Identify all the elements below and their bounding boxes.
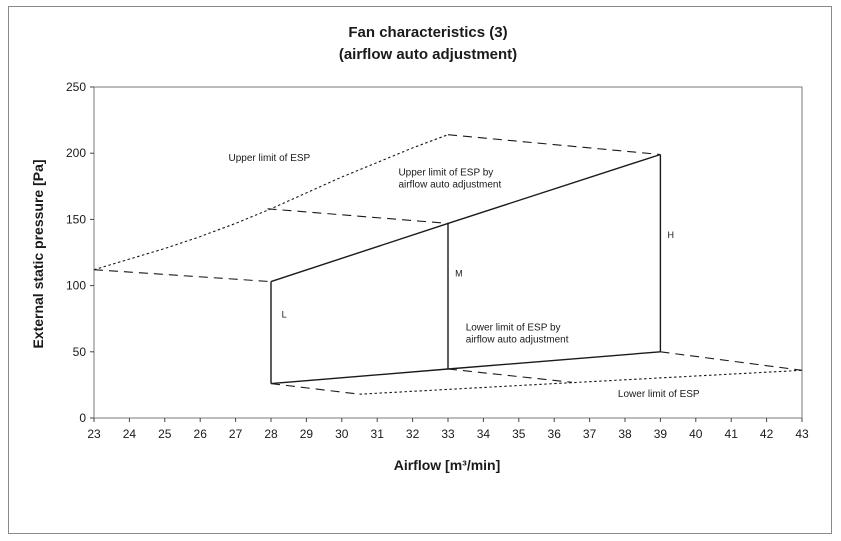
series-line-solid (270, 351, 661, 385)
x-tick-label: 30 (335, 427, 349, 441)
y-axis-label: External static pressure [Pa] (30, 159, 46, 348)
chart-frame (8, 6, 832, 534)
x-tick-label: 26 (194, 427, 208, 441)
x-tick-label: 42 (760, 427, 774, 441)
x-tick-label: 32 (406, 427, 420, 441)
x-tick-label: 23 (87, 427, 101, 441)
annotation-label: Lower limit of ESP (618, 389, 700, 400)
y-tick-label: 250 (66, 80, 86, 94)
x-tick-label: 28 (264, 427, 278, 441)
annotation-label: M (455, 268, 463, 278)
annotation-label: H (667, 230, 674, 240)
x-tick-label: 24 (123, 427, 137, 441)
series-line-dashed (93, 269, 272, 283)
series-layer (93, 134, 803, 395)
y-tick-label: 100 (66, 279, 86, 293)
x-tick-label: 31 (371, 427, 385, 441)
x-tick-label: 25 (158, 427, 172, 441)
x-tick-label: 35 (512, 427, 526, 441)
annotation-label: Lower limit of ESP by (466, 323, 561, 334)
x-tick-label: 36 (548, 427, 562, 441)
x-tick-label: 43 (795, 427, 809, 441)
x-axis-label: Airflow [m³/min] (394, 457, 501, 473)
series-line-dashed (447, 368, 572, 383)
y-tick-label: 50 (73, 345, 87, 359)
x-tick-label: 34 (477, 427, 491, 441)
y-tick-label: 0 (79, 411, 86, 425)
axis-layer: 23 24 25 26 27 28 29 30 31 32 33 34 35 36 37 38 39 40 41 42… (66, 80, 809, 441)
x-tick-label: 41 (725, 427, 739, 441)
series-line-dashed (447, 134, 661, 156)
series-line-dashed (660, 351, 803, 371)
x-tick-label: 40 (689, 427, 703, 441)
chart-title: Fan characteristics (3) (348, 24, 507, 41)
series-line-dashed (267, 208, 449, 224)
y-tick-label: 150 (66, 212, 86, 226)
x-tick-label: 37 (583, 427, 597, 441)
annotation-label: Upper limit of ESP by (398, 168, 493, 179)
chart-subtitle: (airflow auto adjustment) (339, 46, 517, 63)
x-tick-label: 39 (654, 427, 668, 441)
annotation-label: Upper limit of ESP (229, 153, 311, 164)
x-tick-label: 27 (229, 427, 243, 441)
x-tick-label: 33 (441, 427, 455, 441)
series-line-dotted (359, 369, 803, 395)
annotation-label: airflow auto adjustment (398, 180, 501, 191)
x-tick-label: 38 (618, 427, 632, 441)
annotation-label: airflow auto adjustment (466, 335, 569, 346)
x-tick-label: 29 (300, 427, 314, 441)
series-line-dashed (270, 383, 360, 395)
annotation-label: L (282, 309, 287, 319)
y-tick-label: 200 (66, 146, 86, 160)
